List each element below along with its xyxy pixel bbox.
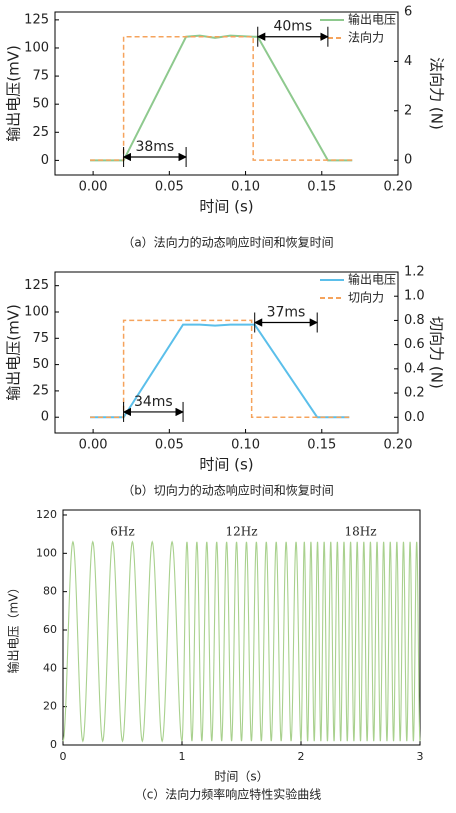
y-tick-label: 40 xyxy=(43,661,57,674)
x-tick-label: 2 xyxy=(298,750,305,763)
y-tick-label: 20 xyxy=(43,700,57,713)
y-tick-label: 75 xyxy=(32,331,49,346)
legend-label: 法向力 xyxy=(348,30,384,45)
x-tick-label: 0.05 xyxy=(155,438,184,453)
x-tick-label: 0 xyxy=(60,750,67,763)
y2-tick-label: 1.2 xyxy=(404,265,425,280)
x-tick-label: 0.00 xyxy=(79,438,108,453)
y2-tick-label: 4 xyxy=(404,54,412,69)
plot-frame xyxy=(62,509,421,746)
y-axis-label: 输出电压(mV) xyxy=(5,304,23,401)
x-tick-label: 0.15 xyxy=(307,438,336,453)
label-bg xyxy=(223,524,260,540)
y-tick-label: 25 xyxy=(32,383,49,398)
label-bg xyxy=(104,524,141,540)
segment-label: 6Hz xyxy=(110,525,134,539)
y2-tick-label: 0.8 xyxy=(404,313,425,328)
series-line xyxy=(90,34,353,162)
annotation-text: 38ms xyxy=(135,139,174,155)
legend-label: 切向力 xyxy=(348,290,384,305)
x-axis-label: 时间（s） xyxy=(214,770,268,784)
y2-axis-label: 法向力 (N) xyxy=(428,57,446,130)
y-tick-label: 0 xyxy=(50,738,57,751)
sweep-line xyxy=(181,541,302,742)
legend-label: 输出电压 xyxy=(348,12,396,27)
x-tick-label: 0.15 xyxy=(307,180,336,195)
y-tick-label: 60 xyxy=(43,623,57,636)
sweep-line xyxy=(62,540,183,743)
segment-label: 12Hz xyxy=(225,525,257,539)
y2-tick-label: 6 xyxy=(404,5,412,20)
y2-tick-label: 1.0 xyxy=(404,289,425,304)
caption: （a）法向力的动态响应时间和恢复时间 xyxy=(122,235,333,250)
label-bg xyxy=(342,524,379,540)
y2-tick-label: 0.2 xyxy=(404,386,425,401)
x-axis-label: 时间 (s) xyxy=(199,456,253,474)
y-tick-label: 50 xyxy=(32,97,49,112)
y-tick-label: 100 xyxy=(24,40,49,55)
plot-frame xyxy=(54,271,399,434)
x-tick-label: 0.10 xyxy=(231,180,260,195)
series-line xyxy=(90,323,350,419)
y-tick-label: 100 xyxy=(36,546,57,559)
x-tick-label: 1 xyxy=(179,750,186,763)
y-axis-label: 输出电压（mV） xyxy=(6,582,21,674)
x-tick-label: 0.20 xyxy=(384,180,413,195)
y-axis-label: 输出电压(mV) xyxy=(5,45,23,142)
annotation-text: 37ms xyxy=(267,305,306,321)
x-tick-label: 0.00 xyxy=(79,180,108,195)
series-line xyxy=(90,319,350,419)
y-tick-label: 75 xyxy=(32,69,49,84)
y2-tick-label: 0.0 xyxy=(404,410,425,425)
y-tick-label: 125 xyxy=(24,278,49,293)
sweep-line xyxy=(300,541,421,742)
x-axis-label: 时间 (s) xyxy=(199,198,253,216)
y-tick-label: 0 xyxy=(41,153,49,168)
y2-tick-label: 0.4 xyxy=(404,361,425,376)
y-tick-label: 100 xyxy=(24,304,49,319)
series-line xyxy=(90,35,353,161)
x-tick-label: 0.05 xyxy=(155,180,184,195)
y2-axis-label: 切向力 (N) xyxy=(428,316,446,389)
caption: （c）法向力频率响应特性实验曲线 xyxy=(135,787,322,802)
y-tick-label: 120 xyxy=(36,508,57,521)
x-tick-label: 0.20 xyxy=(384,438,413,453)
segment-label: 18Hz xyxy=(344,525,376,539)
y-tick-label: 80 xyxy=(43,585,57,598)
y2-tick-label: 0.6 xyxy=(404,337,425,352)
y-tick-label: 125 xyxy=(24,12,49,27)
y2-tick-label: 0 xyxy=(404,153,412,168)
plot-frame xyxy=(54,11,399,176)
y-tick-label: 0 xyxy=(41,410,49,425)
x-tick-label: 0.10 xyxy=(231,438,260,453)
x-tick-label: 3 xyxy=(417,750,424,763)
annotation-text: 40ms xyxy=(273,19,312,35)
y-tick-label: 25 xyxy=(32,125,49,140)
y-tick-label: 50 xyxy=(32,357,49,372)
annotation-text: 34ms xyxy=(134,394,173,410)
legend-label: 输出电压 xyxy=(348,272,396,287)
caption: （b）切向力的动态响应时间和恢复时间 xyxy=(122,483,334,498)
y2-tick-label: 2 xyxy=(404,103,412,118)
